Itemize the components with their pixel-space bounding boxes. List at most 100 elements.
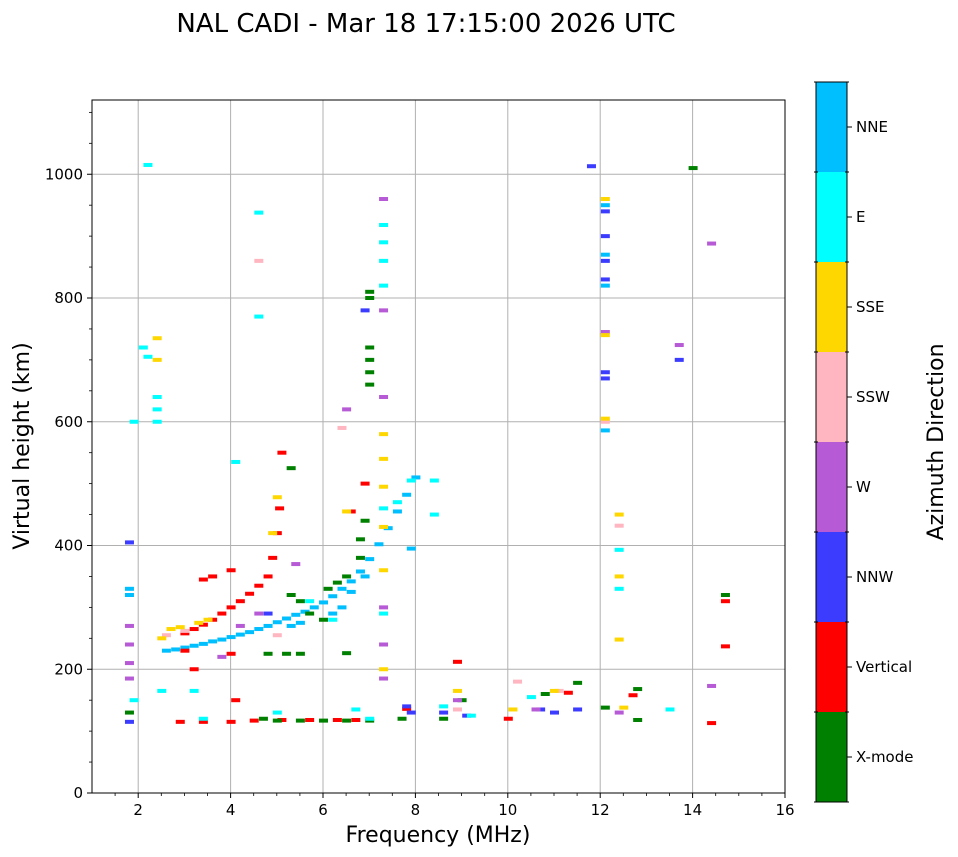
y-tick-label: 0: [73, 784, 83, 802]
data-point-nne: [295, 620, 305, 625]
y-tick-label: 800: [54, 289, 83, 307]
data-point-e: [254, 314, 264, 319]
data-point-nne: [328, 594, 338, 599]
data-point-e: [272, 710, 282, 715]
data-point-nne: [600, 283, 610, 288]
data-point-e: [379, 222, 389, 227]
data-point-nne: [355, 569, 365, 574]
data-point-nne: [300, 609, 310, 614]
data-point-e: [392, 500, 402, 505]
data-point-vertical: [720, 599, 730, 604]
data-point-sse: [272, 495, 282, 500]
data-point-w: [291, 562, 301, 567]
data-point-e: [129, 698, 139, 703]
data-point-x-mode: [397, 716, 407, 721]
data-point-w: [217, 654, 227, 659]
data-point-vertical: [226, 719, 236, 724]
data-point-w: [379, 395, 389, 399]
data-point-ssw: [161, 633, 171, 638]
data-point-nne: [600, 252, 610, 257]
data-point-e: [198, 716, 208, 721]
data-point-nne: [217, 637, 227, 642]
data-point-nne: [286, 623, 296, 628]
data-point-nne: [291, 612, 301, 617]
data-point-x-mode: [365, 296, 375, 300]
data-point-sse: [600, 333, 610, 338]
colorbar-frame: [815, 81, 848, 803]
colorbar-segment-vertical: [816, 622, 847, 712]
data-point-nne: [383, 526, 393, 531]
data-point-vertical: [217, 611, 227, 616]
data-point-e: [614, 586, 624, 591]
data-point-vertical: [275, 506, 285, 511]
data-point-vertical: [198, 577, 208, 582]
data-point-e: [466, 713, 476, 718]
data-point-vertical: [249, 718, 259, 723]
data-point-x-mode: [365, 289, 375, 294]
data-point-vertical: [332, 717, 342, 722]
data-point-x-mode: [365, 357, 375, 362]
data-point-w: [379, 197, 389, 201]
y-tick-label: 600: [54, 413, 83, 431]
data-point-e: [231, 459, 241, 464]
data-point-w: [452, 698, 462, 703]
data-points: [124, 162, 730, 726]
data-point-e: [143, 162, 153, 167]
data-point-vertical: [231, 698, 241, 703]
plot-background: [92, 100, 785, 793]
data-point-sse: [194, 620, 204, 625]
data-point-sse: [550, 688, 559, 693]
data-point-vertical: [180, 631, 190, 636]
data-point-x-mode: [720, 593, 730, 597]
data-point-w: [674, 343, 684, 348]
data-point-e: [614, 547, 624, 552]
data-point-e: [129, 419, 139, 424]
data-point-nne: [346, 589, 356, 594]
data-point-vertical: [245, 591, 255, 596]
data-point-x-mode: [286, 593, 296, 597]
data-point-vertical: [272, 531, 282, 536]
data-point-vertical: [198, 719, 208, 724]
colorbar-label: Azimuth Direction: [924, 343, 949, 540]
data-point-nne: [346, 579, 356, 584]
x-tick-label: 6: [318, 801, 328, 819]
data-point-nnw: [124, 540, 134, 545]
data-point-w: [379, 308, 389, 313]
data-point-sse: [379, 456, 389, 461]
colorbar-segment-nne: [816, 82, 847, 172]
data-point-e: [189, 688, 199, 693]
data-point-nne: [263, 623, 273, 628]
data-point-w: [124, 623, 134, 628]
data-point-e: [379, 240, 389, 245]
data-point-vertical: [305, 717, 315, 722]
plot-area: 2 4 6 8 10 12 14 16 0 200 400 600 800 1000: [45, 99, 795, 819]
data-point-vertical: [268, 555, 278, 560]
data-point-ssw: [614, 523, 624, 528]
data-point-sse: [600, 416, 610, 421]
data-point-w: [124, 661, 134, 666]
data-point-nne: [392, 509, 402, 514]
data-point-x-mode: [365, 345, 375, 350]
data-point-x-mode: [332, 580, 342, 585]
data-point-vertical: [452, 659, 462, 664]
data-point-x-mode: [688, 166, 698, 171]
data-point-nne: [328, 611, 338, 616]
data-point-x-mode: [263, 651, 273, 656]
data-point-nne: [272, 620, 282, 625]
data-point-sse: [600, 197, 610, 201]
data-point-w: [614, 710, 624, 715]
data-point-e: [254, 210, 264, 215]
data-point-e: [143, 354, 153, 359]
data-point-sse: [152, 357, 162, 362]
data-point-x-mode: [295, 718, 305, 723]
data-point-nnw: [573, 707, 583, 712]
data-point-nne: [365, 557, 375, 562]
data-point-nnw: [360, 308, 370, 313]
data-point-nnw: [439, 710, 449, 715]
data-point-x-mode: [286, 466, 296, 471]
data-point-x-mode: [365, 370, 375, 375]
data-point-x-mode: [540, 692, 550, 696]
data-point-nne: [360, 574, 370, 579]
data-point-nne: [254, 627, 264, 632]
x-tick-label: 14: [683, 801, 702, 819]
